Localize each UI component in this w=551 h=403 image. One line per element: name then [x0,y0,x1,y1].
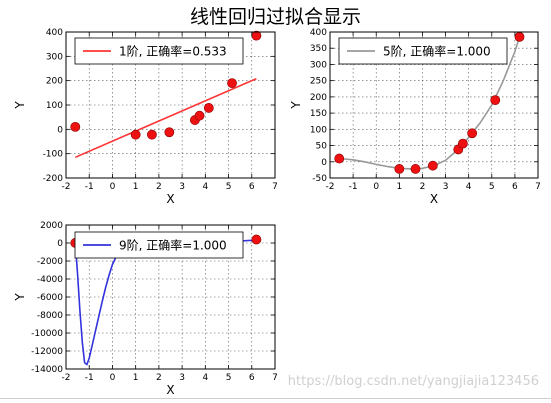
legend-label: 5阶, 正确率=1.000 [383,44,491,59]
data-point [251,234,262,245]
y-tick-label: -2000 [37,257,63,267]
chart-1: -2 -1 0 1 2 3 4 5 6 7 -200 -100 0 100 200 300 400 X Y 1阶, 正… [13,28,278,206]
y-tick-label: 250 [310,77,327,87]
data-point [70,122,81,132]
x-tick-label: -1 [85,373,94,383]
y-tick-label: -100 [43,150,64,160]
watermark: https://blog.csdn.net/yangjiajia123456 [287,374,539,389]
data-point [490,95,501,106]
y-tick-label: -8000 [37,311,63,321]
x-tick-label: 7 [272,182,278,192]
data-point [147,129,157,140]
x-tick-label: -1 [85,182,94,192]
x-tick-label: 1 [133,182,139,192]
x-tick-label: 7 [535,182,541,192]
chart-2: -2 -1 0 1 2 3 4 5 6 7 -50 0 50 100 150 200 250 300 350 400 X… [289,28,541,206]
data-point [457,138,468,149]
y-tick-label: -14000 [31,365,63,375]
data-point [194,110,205,121]
y-tick-label: 200 [46,77,63,87]
y-tick-label: -12000 [31,347,63,357]
x-tick-label: 3 [443,182,449,192]
x-tick-label: 3 [179,182,185,192]
x-tick-label: 0 [110,373,116,383]
data-point [227,78,237,88]
y-tick-label: 100 [310,125,327,135]
y-axis-label: Y [13,101,27,110]
y-tick-label: 300 [310,60,327,70]
data-point [514,31,525,42]
data-point [164,127,175,138]
y-tick-label: 350 [310,44,327,54]
x-tick-label: -2 [326,182,335,192]
y-tick-label: 0 [321,158,327,168]
y-tick-label: -50 [312,174,327,184]
y-tick-label: -4000 [37,275,63,285]
x-axis-label: X [430,192,438,206]
y-tick-label: 400 [46,28,63,38]
y-tick-label: 0 [57,239,63,249]
y-axis-label: Y [289,101,303,110]
y-tick-label: 150 [310,109,327,119]
x-tick-label: -2 [62,182,71,192]
x-tick-label: 2 [420,182,426,192]
x-tick-label: 0 [110,182,116,192]
x-tick-label: 3 [179,373,185,383]
page-divider [0,398,551,399]
y-tick-label: -200 [43,174,64,184]
chart-3: -2 -1 0 1 2 3 4 5 6 7 -14000 -12000 -10000 -8000 -6000… [13,221,278,397]
x-tick-label: 5 [226,373,232,383]
y-tick-label: 2000 [40,221,63,231]
figure-title: 线性回归过拟合显示 [189,6,361,28]
legend-label: 9阶, 正确率=1.000 [119,238,227,253]
data-point [203,103,214,113]
y-tick-label: 0 [57,125,63,135]
x-tick-label: 4 [202,182,208,192]
data-point [467,128,478,139]
y-tick-label: 300 [46,52,63,62]
x-tick-label: 5 [489,182,495,192]
y-tick-label: -10000 [31,329,63,339]
data-point [427,160,438,171]
data-point [394,164,405,174]
y-tick-label: 400 [310,28,327,38]
x-tick-label: 6 [249,182,255,192]
x-axis-label: X [166,192,174,206]
legend-label: 1阶, 正确率=0.533 [119,44,227,59]
y-tick-label: 200 [310,93,327,103]
data-point [130,129,141,140]
x-tick-label: 5 [226,182,232,192]
data-point [334,153,345,164]
y-tick-label: 100 [46,101,63,111]
y-axis-label: Y [13,293,27,302]
x-axis-label: X [166,383,174,397]
x-tick-label: 4 [466,182,472,192]
x-tick-label: -1 [349,182,358,192]
x-tick-label: 7 [272,373,278,383]
x-tick-label: 1 [396,182,402,192]
y-tick-label: -6000 [37,293,63,303]
fit-line [74,77,257,159]
x-tick-label: 2 [156,182,162,192]
x-tick-label: -2 [62,373,71,383]
x-tick-label: 6 [512,182,518,192]
x-tick-label: 4 [202,373,208,383]
data-point [410,164,421,174]
x-tick-label: 1 [133,373,139,383]
x-tick-label: 6 [249,373,255,383]
y-tick-label: 50 [316,142,328,152]
plot-frame [329,31,539,179]
x-tick-label: 0 [373,182,379,192]
x-tick-label: 2 [156,373,162,383]
